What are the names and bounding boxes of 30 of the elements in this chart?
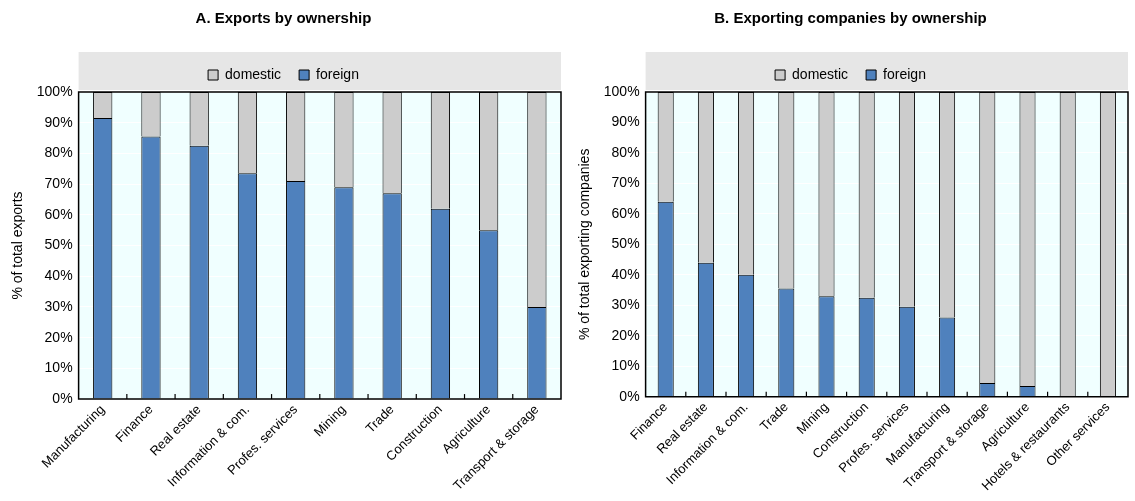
y-tick-label: 60% [611,204,640,221]
y-tick-label: 50% [611,235,640,252]
y-tick-label: 80% [44,144,73,161]
legend-label: foreign [883,65,926,82]
y-tick-label: 90% [44,113,73,130]
y-tick-label: 0% [619,387,640,404]
legend-label: domestic [792,65,849,82]
y-tick-label: 50% [44,236,73,253]
y-tick-label: 70% [44,174,73,191]
y-axis-title: % of total exporting companies [576,148,593,341]
y-tick-label: 0% [52,389,73,406]
legend-label: foreign [316,65,359,82]
y-tick-label: 10% [44,359,73,376]
y-tick-label: 100% [603,82,640,99]
y-tick-label: 70% [611,174,640,191]
y-tick-label: 60% [44,205,73,222]
y-tick-label: 40% [44,267,73,284]
chart-title: B. Exporting companies by ownership [714,9,987,27]
y-tick-label: 30% [611,296,640,313]
y-tick-label: 40% [611,265,640,282]
y-axis-title: % of total exports [9,191,26,300]
y-tick-label: 100% [36,82,73,99]
legend-label: domestic [225,65,282,82]
y-tick-label: 10% [611,357,640,374]
y-tick-label: 30% [44,297,73,314]
y-tick-label: 90% [611,113,640,130]
y-tick-label: 20% [44,328,73,345]
y-tick-label: 80% [611,143,640,160]
y-tick-label: 20% [611,326,640,343]
chart-title: A. Exports by ownership [195,9,372,27]
